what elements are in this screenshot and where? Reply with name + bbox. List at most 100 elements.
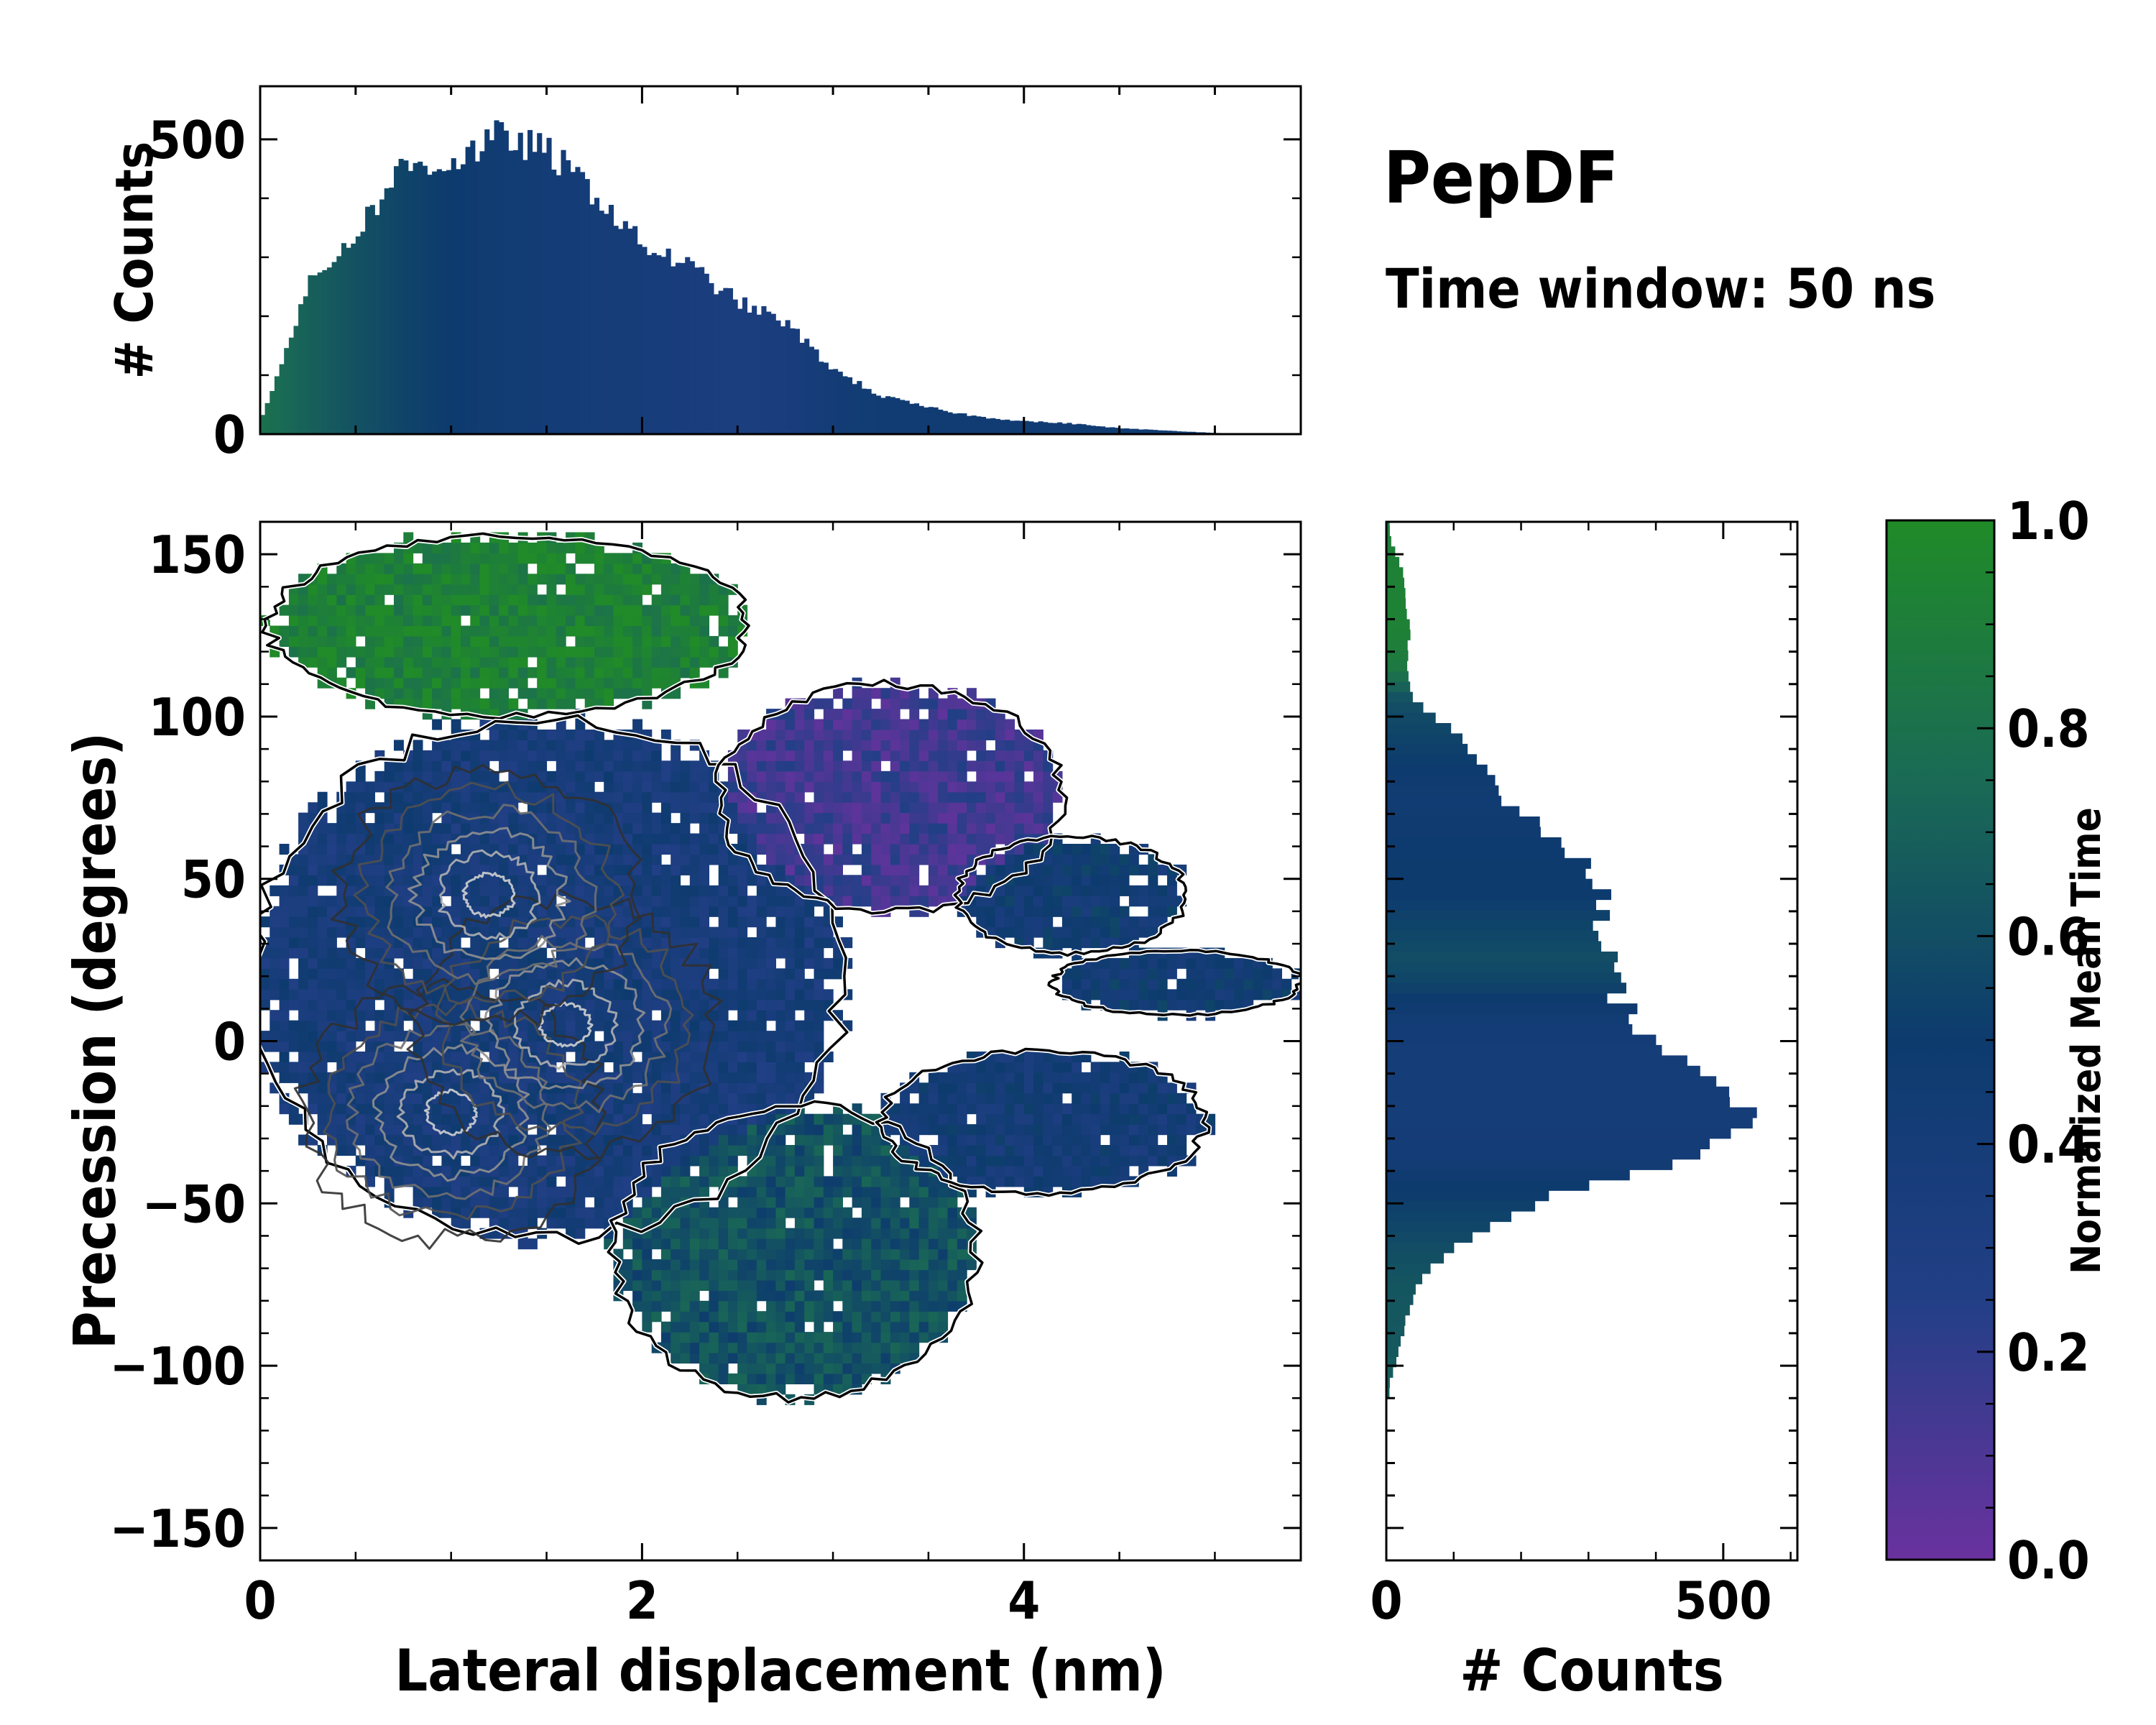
heatmap-cell — [976, 802, 987, 814]
heatmap-cell — [918, 1218, 929, 1229]
heatmap-cell — [517, 625, 528, 637]
heatmap-cell — [566, 1218, 576, 1229]
heatmap-cell — [355, 1010, 366, 1021]
heatmap-cell — [852, 1218, 862, 1229]
heatmap-cell — [1100, 1082, 1110, 1094]
heatmap-cell — [709, 1052, 719, 1062]
heatmap-cell — [508, 574, 519, 585]
heatmap-cell — [775, 864, 786, 875]
top-histogram-bar — [704, 273, 709, 434]
heatmap-cell — [890, 1311, 900, 1322]
heatmap-cell — [833, 740, 843, 751]
heatmap-cell — [660, 978, 671, 990]
heatmap-cell — [1110, 999, 1120, 1011]
heatmap-cell — [842, 1145, 853, 1156]
heatmap-cell — [775, 968, 786, 980]
heatmap-cell — [852, 1269, 862, 1281]
heatmap-cell — [689, 926, 700, 938]
heatmap-cell — [871, 760, 882, 772]
heatmap-cell — [479, 1092, 490, 1104]
heatmap-cell — [689, 1010, 700, 1021]
heatmap-cell — [833, 844, 843, 855]
heatmap-cell — [327, 615, 337, 626]
heatmap-cell — [451, 875, 461, 886]
heatmap-cell — [699, 999, 709, 1011]
heatmap-cell — [1128, 926, 1139, 938]
heatmap-cell — [947, 823, 958, 834]
heatmap-cell — [861, 1207, 872, 1218]
heatmap-cell — [699, 1353, 709, 1364]
heatmap-cell — [546, 594, 557, 606]
heatmap-cell — [871, 1248, 882, 1260]
heatmap-cell — [1138, 1113, 1149, 1125]
heatmap-cell — [709, 1342, 719, 1353]
heatmap-cell — [671, 1155, 681, 1167]
heatmap-cell — [871, 1176, 882, 1187]
heatmap-cell — [823, 1134, 834, 1146]
heatmap-cell — [852, 740, 862, 751]
heatmap-cell — [556, 625, 566, 637]
heatmap-cell — [660, 1300, 671, 1312]
heatmap-cell — [613, 553, 624, 564]
heatmap-cell — [747, 1363, 757, 1374]
heatmap-cell — [660, 1228, 671, 1239]
heatmap-cell — [584, 553, 595, 564]
heatmap-cell — [814, 864, 824, 875]
heatmap-cell — [842, 698, 853, 709]
heatmap-cell — [470, 802, 481, 814]
heatmap-cell — [1072, 1072, 1082, 1083]
heatmap-cell — [403, 604, 414, 616]
heatmap-cell — [1043, 802, 1054, 814]
heatmap-cell — [976, 833, 987, 845]
heatmap-cell — [279, 896, 290, 907]
top-histogram-bar — [1176, 431, 1182, 434]
heatmap-cell — [794, 1269, 805, 1281]
heatmap-cell — [517, 677, 528, 689]
heatmap-cell — [622, 791, 633, 803]
heatmap-cell — [794, 823, 805, 834]
heatmap-cell — [699, 1332, 709, 1343]
heatmap-cell — [546, 1207, 557, 1218]
heatmap-cell — [689, 584, 700, 595]
heatmap-cell — [1128, 1113, 1139, 1125]
heatmap-cell — [699, 574, 709, 585]
heatmap-cell — [1005, 926, 1015, 938]
heatmap-cell — [528, 688, 538, 699]
heatmap-cell — [384, 844, 395, 855]
heatmap-cell — [718, 1092, 729, 1104]
heatmap-cell — [422, 604, 433, 616]
heatmap-cell — [709, 1279, 719, 1291]
heatmap-cell — [279, 937, 290, 949]
heatmap-cell — [403, 1092, 414, 1104]
top-histogram-bar — [341, 243, 346, 434]
heatmap-cell — [680, 854, 691, 865]
heatmap-cell — [833, 896, 843, 907]
top-histogram-bar — [637, 244, 642, 434]
heatmap-cell — [1005, 864, 1015, 875]
heatmap-cell — [833, 781, 843, 793]
heatmap-cell — [537, 1197, 548, 1208]
heatmap-cell — [374, 553, 385, 564]
heatmap-cell — [709, 1363, 719, 1374]
heatmap-cell — [642, 1197, 653, 1208]
heatmap-cell — [823, 1248, 834, 1260]
heatmap-cell — [327, 1134, 337, 1146]
heatmap-cell — [918, 760, 929, 772]
heatmap-cell — [317, 646, 328, 658]
heatmap-cell — [833, 812, 843, 824]
heatmap-cell — [441, 823, 452, 834]
heatmap-cell — [422, 875, 433, 886]
heatmap-cell — [517, 1238, 528, 1250]
heatmap-cell — [1148, 978, 1158, 990]
heatmap-cell — [737, 750, 748, 761]
heatmap-cell — [823, 833, 834, 845]
heatmap-cell — [546, 667, 557, 678]
heatmap-cell — [308, 635, 318, 647]
heatmap-cell — [546, 604, 557, 616]
heatmap-cell — [451, 1197, 461, 1208]
heatmap-cell — [336, 646, 347, 658]
heatmap-cell — [394, 1010, 404, 1021]
heatmap-cell — [660, 1155, 671, 1167]
top-histogram-bar — [436, 169, 442, 434]
heatmap-cell — [727, 1218, 738, 1229]
